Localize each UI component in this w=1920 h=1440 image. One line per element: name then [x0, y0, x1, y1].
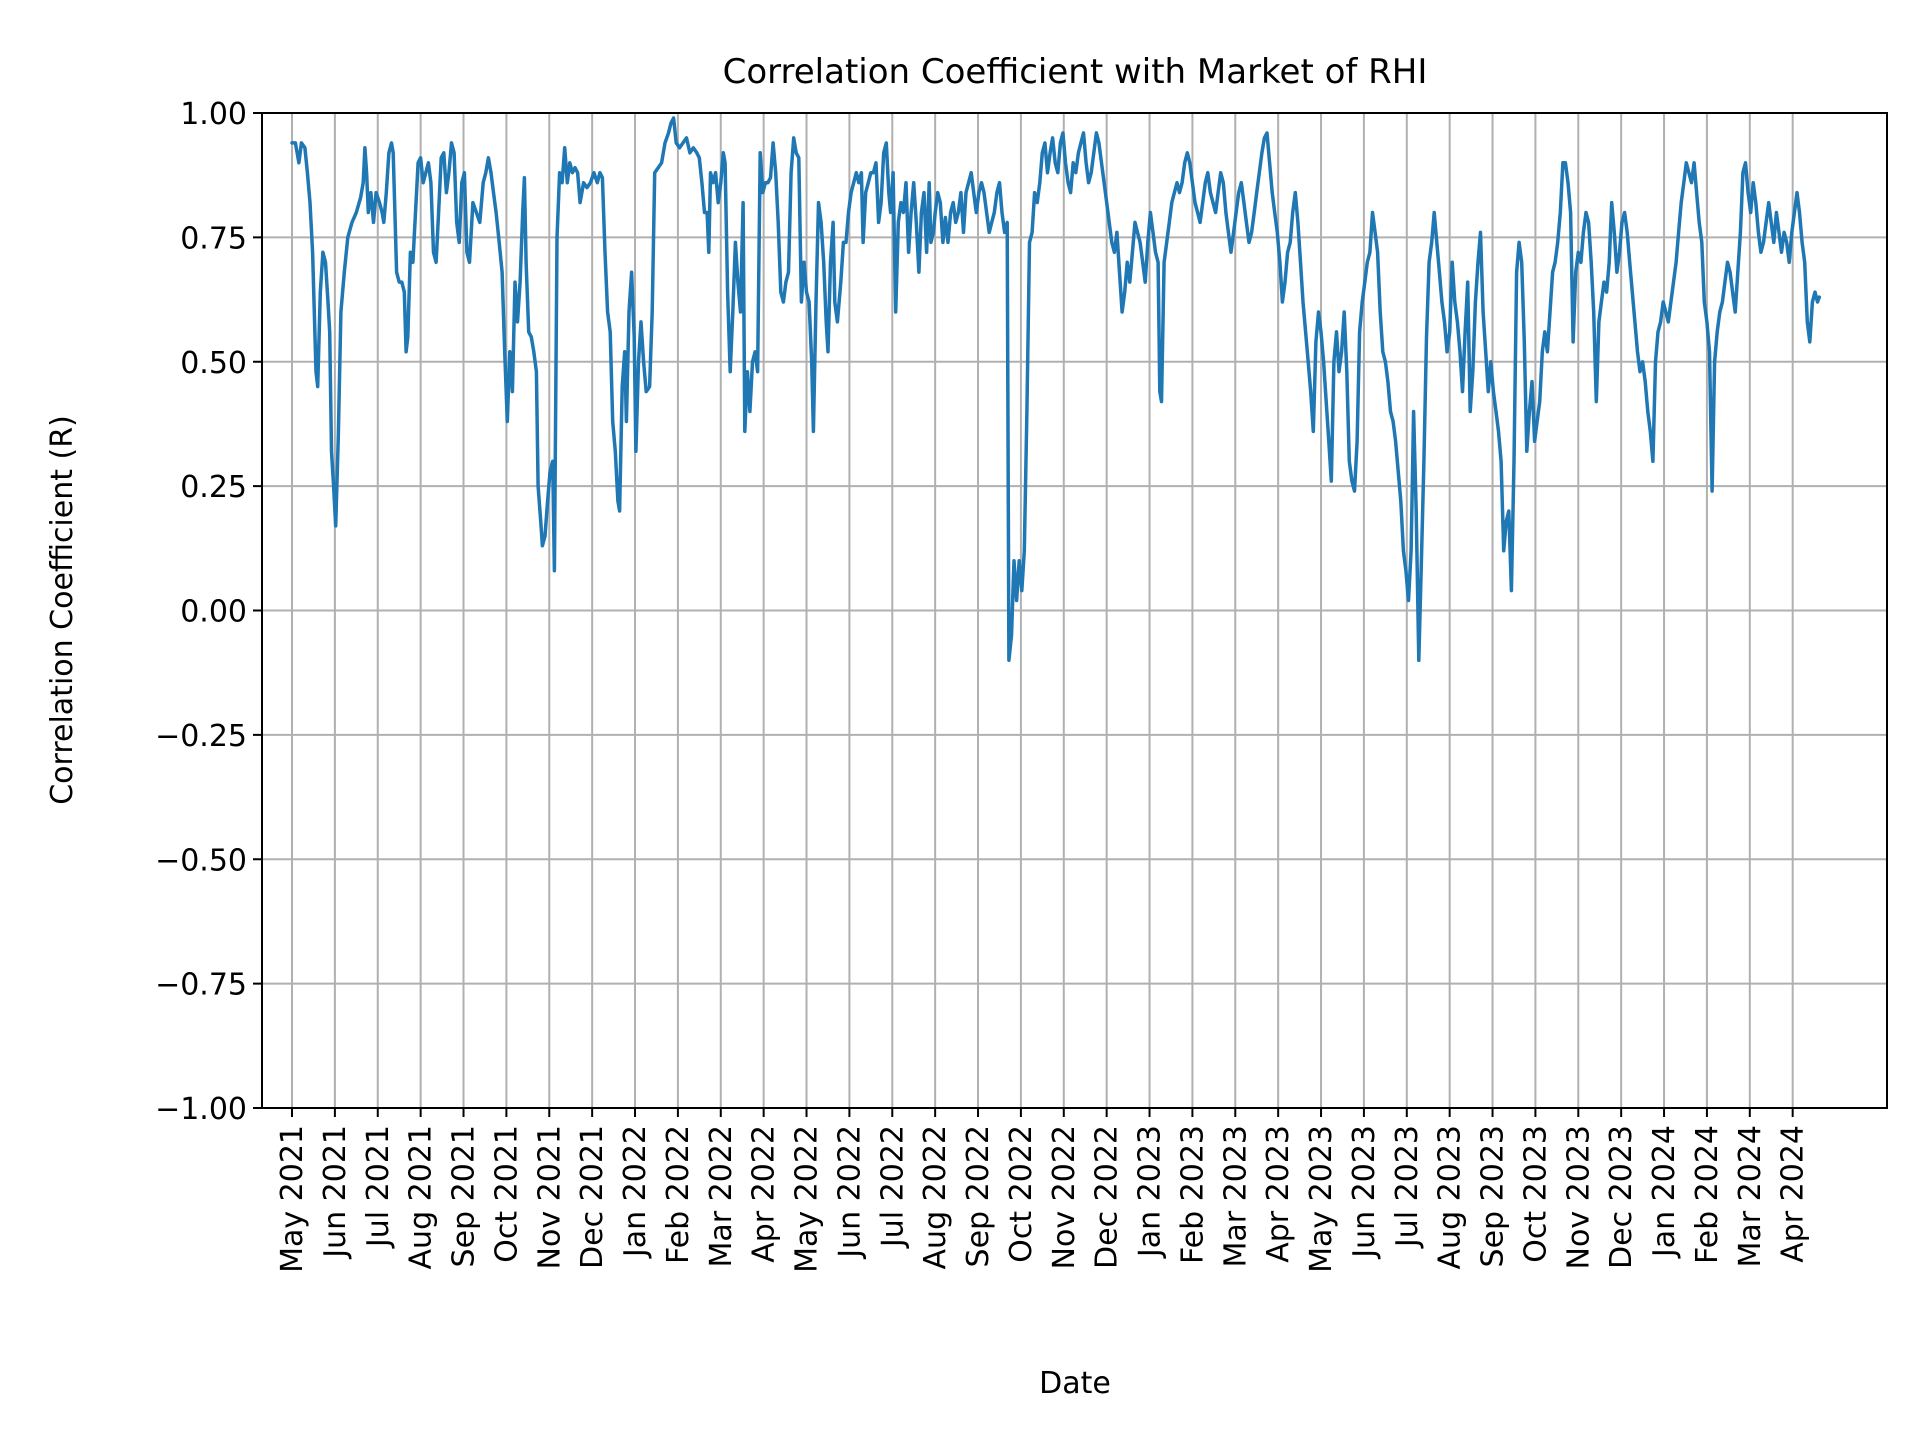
x-tick-label: Nov 2023 — [1561, 1125, 1596, 1269]
x-tick-label: Jan 2023 — [1133, 1125, 1168, 1259]
chart-title: Correlation Coefficient with Market of R… — [723, 52, 1428, 92]
x-tick-label: May 2021 — [275, 1125, 310, 1273]
x-tick-label: Aug 2022 — [918, 1125, 953, 1269]
x-tick-label: Jul 2023 — [1390, 1125, 1425, 1249]
y-tick-label: −0.25 — [155, 719, 247, 754]
x-tick-label: Mar 2024 — [1733, 1125, 1768, 1268]
x-tick-label: Dec 2021 — [575, 1125, 610, 1269]
x-tick-label: May 2023 — [1304, 1125, 1339, 1273]
x-tick-label: Nov 2021 — [532, 1125, 567, 1269]
x-tick-label: Mar 2022 — [704, 1125, 739, 1268]
x-tick-label: Oct 2022 — [1004, 1125, 1039, 1263]
x-tick-label: Jun 2023 — [1347, 1125, 1382, 1260]
x-tick-label: Feb 2024 — [1690, 1125, 1725, 1264]
x-tick-label: Oct 2023 — [1518, 1125, 1553, 1263]
x-axis-label: Date — [1039, 1366, 1111, 1401]
x-tick-label: Jul 2022 — [875, 1125, 910, 1249]
y-tick-label: −1.00 — [155, 1092, 247, 1127]
y-tick-label: 0.25 — [180, 470, 247, 505]
x-tick-label: Feb 2022 — [661, 1125, 696, 1264]
y-tick-label: −0.50 — [155, 843, 247, 878]
x-tick-label: May 2022 — [790, 1125, 825, 1273]
y-axis-label: Correlation Coefficient (R) — [45, 415, 80, 805]
series-line-r — [290, 116, 1822, 663]
x-tick-label: Apr 2023 — [1261, 1125, 1296, 1263]
x-tick-label: Nov 2022 — [1047, 1125, 1082, 1269]
x-tick-label: Dec 2022 — [1090, 1125, 1125, 1269]
y-tick-label: 0.75 — [180, 221, 247, 256]
x-tick-label: Aug 2023 — [1433, 1125, 1468, 1269]
x-tick-label: Sep 2021 — [447, 1125, 482, 1267]
x-tick-label: Oct 2021 — [489, 1125, 524, 1263]
x-tick-label: Sep 2022 — [961, 1125, 996, 1267]
y-tick-label: 1.00 — [180, 97, 247, 132]
x-tick-label: Sep 2023 — [1476, 1125, 1511, 1267]
x-tick-label: Jan 2022 — [618, 1125, 653, 1259]
x-tick-label: Apr 2024 — [1776, 1125, 1811, 1263]
y-tick-label: 0.50 — [180, 346, 247, 381]
x-axis: May 2021 Jun 2021 Jul 2021 Aug 2021 Sep 2021… — [275, 1108, 1811, 1273]
x-tick-label: Jul 2021 — [361, 1125, 396, 1249]
x-tick-label: Jun 2021 — [318, 1125, 353, 1260]
x-tick-label: Apr 2022 — [747, 1125, 782, 1263]
x-tick-label: Feb 2023 — [1175, 1125, 1210, 1264]
data-series — [290, 116, 1822, 663]
y-tick-label: 0.00 — [180, 595, 247, 630]
x-tick-label: Jun 2022 — [832, 1125, 867, 1260]
y-axis: −1.00 −0.75 −0.50 −0.25 0.00 0.25 0.50 0.75 1.00 — [155, 97, 262, 1127]
y-tick-label: −0.75 — [155, 968, 247, 1003]
x-tick-label: Jan 2024 — [1647, 1125, 1682, 1259]
x-tick-label: Aug 2021 — [404, 1125, 439, 1269]
x-tick-label: Mar 2023 — [1218, 1125, 1253, 1268]
x-tick-label: Dec 2023 — [1604, 1125, 1639, 1269]
